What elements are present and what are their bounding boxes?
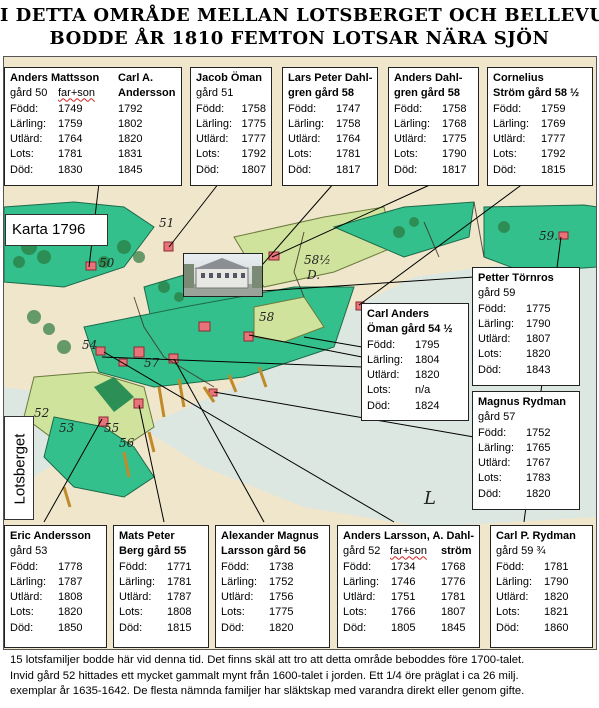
plot-label: L	[423, 488, 436, 509]
pilot-box-mats-peter-berg: Mats Peter Berg gård 55 Född: 1771 Lärlin…	[113, 525, 209, 648]
pilot-box-magnus-rydman: Magnus Rydman gård 57 Född: 1752 Lärling:…	[472, 391, 580, 510]
title-line-2: BODDE ÅR 1810 FEMTON LOTSAR NÄRA SJÖN	[49, 28, 550, 49]
plot-label: 53	[59, 421, 75, 435]
footer-line-1: 15 lotsfamiljer bodde här vid denna tid.…	[10, 654, 525, 666]
plot-label: 50	[99, 256, 115, 270]
plot-label: 57	[144, 356, 160, 370]
plot-label: 55	[104, 421, 119, 435]
pilot-box-anders-dahlgren: Anders Dahl- gren gård 58 Född: 1758 Lärl…	[388, 67, 479, 186]
pilot-box-cornelius-strom: Cornelius Ström gård 58 ½ Född: 1759 Lärl…	[487, 67, 593, 186]
pilot-box-anders-larsson: Anders Larsson, A. Dahl- gård 52 far+son s…	[337, 525, 480, 648]
map-title-label: Karta 1796	[5, 214, 108, 246]
bellevue-photo	[183, 253, 263, 297]
page-title: I DETTA OMRÅDE MELLAN LOTSBERGET OCH BEL…	[0, 4, 599, 50]
pilot-box-petter-tornros: Petter Törnros gård 59 Född: 1775 Lärling…	[472, 267, 580, 386]
plot-label: 56	[119, 436, 135, 450]
plot-label: D.	[306, 268, 320, 282]
footer-line-3: exemplar år 1635-1642. De flesta nämnda …	[10, 685, 525, 697]
pilot-box-carl-p-rydman: Carl P. Rydman gård 59 ¾ Född: 1781 Lärli…	[490, 525, 593, 648]
plot-label: 58½	[304, 253, 331, 267]
footer-text: 15 lotsfamiljer bodde här vid denna tid.…	[10, 653, 595, 700]
plot-label: 52	[34, 406, 49, 420]
pilot-box-eric-andersson: Eric Andersson gård 53 Född: 1778 Lärling…	[4, 525, 107, 648]
plot-label: 59.	[539, 229, 558, 243]
lotsberget-label: Lotsberget	[4, 416, 34, 520]
title-line-1: I DETTA OMRÅDE MELLAN LOTSBERGET OCH BEL…	[0, 5, 599, 26]
pilot-box-mattsson: Anders Mattsson Carl A. gård 50 far+son And…	[4, 67, 182, 186]
pilot-box-carl-anders-oman: Carl Anders Öman gård 54 ½ Född: 1795 Lär…	[361, 303, 469, 421]
plot-label: 54	[82, 338, 97, 352]
footer-line-2: Invid gård 52 hittades ett mycket gammal…	[10, 669, 519, 682]
pilot-box-alexander-magnus-larsson: Alexander Magnus Larsson gård 56 Född: 17…	[215, 525, 330, 648]
pilot-box-lars-peter-dahlgren: Lars Peter Dahl- gren gård 58 Född: 1747 …	[282, 67, 378, 186]
plot-label: 51	[159, 216, 174, 230]
pilot-box-jacob-oman: Jacob Öman gård 51 Född: 1758 Lärling: 177…	[190, 67, 272, 186]
plot-label: 58	[259, 310, 275, 324]
